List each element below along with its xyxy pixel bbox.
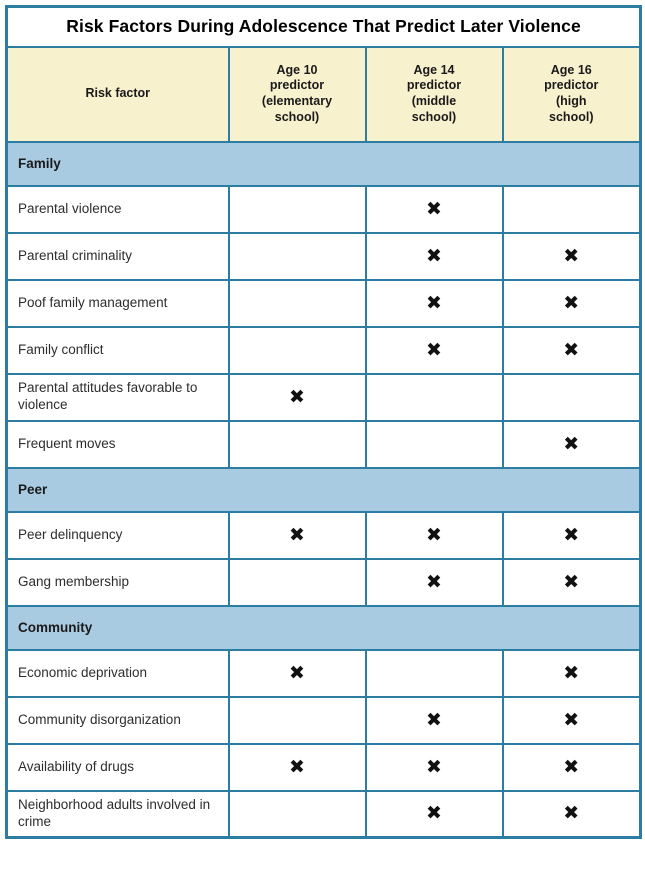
mark-cell-age10: ✖	[227, 510, 367, 560]
risk-factors-table: Risk Factors During Adolescence That Pre…	[5, 5, 643, 839]
risk-factor-label: Community disorganization	[5, 695, 230, 745]
mark-cell-age14	[364, 419, 504, 469]
risk-factor-label: Poof family management	[5, 278, 230, 328]
mark-cell-age10	[227, 231, 367, 281]
table-row: Parental violence ✖	[5, 184, 642, 234]
risk-factor-label: Frequent moves	[5, 419, 230, 469]
mark-cell-age16: ✖	[501, 557, 642, 607]
mark-cell-age10: ✖	[227, 372, 367, 422]
mark-cell-age16: ✖	[501, 510, 642, 560]
column-header-risk-factor: Risk factor	[5, 45, 230, 143]
risk-factor-label: Peer delinquency	[5, 510, 230, 560]
mark-cell-age16: ✖	[501, 419, 642, 469]
risk-factor-label: Availability of drugs	[5, 742, 230, 792]
mark-cell-age10	[227, 557, 367, 607]
section-header-family: Family	[5, 140, 642, 187]
risk-factor-label: Economic deprivation	[5, 648, 230, 698]
mark-cell-age10: ✖	[227, 742, 367, 792]
table-row: Economic deprivation ✖ ✖	[5, 648, 642, 698]
column-header-age-16: Age 16 predictor (high school)	[501, 45, 642, 143]
mark-cell-age14: ✖	[364, 742, 504, 792]
risk-factor-label: Gang membership	[5, 557, 230, 607]
mark-cell-age14: ✖	[364, 231, 504, 281]
mark-cell-age16: ✖	[501, 789, 642, 839]
section-row-community: Community	[5, 604, 642, 651]
column-header-age-10: Age 10 predictor (elementary school)	[227, 45, 367, 143]
mark-cell-age14: ✖	[364, 184, 504, 234]
mark-cell-age10	[227, 695, 367, 745]
title-row: Risk Factors During Adolescence That Pre…	[5, 5, 642, 48]
mark-cell-age16: ✖	[501, 325, 642, 375]
table-row: Parental attitudes favorable to violence…	[5, 372, 642, 422]
risk-factor-label: Parental criminality	[5, 231, 230, 281]
mark-cell-age10	[227, 419, 367, 469]
table-title: Risk Factors During Adolescence That Pre…	[5, 5, 642, 48]
mark-cell-age16: ✖	[501, 742, 642, 792]
table-row: Gang membership ✖ ✖	[5, 557, 642, 607]
table-row: Community disorganization ✖ ✖	[5, 695, 642, 745]
table-row: Neighborhood adults involved in crime ✖ …	[5, 789, 642, 839]
risk-factor-label: Parental attitudes favorable to violence	[5, 372, 230, 422]
table-row: Frequent moves ✖	[5, 419, 642, 469]
mark-cell-age10	[227, 325, 367, 375]
risk-factor-label: Neighborhood adults involved in crime	[5, 789, 230, 839]
table-row: Family conflict ✖ ✖	[5, 325, 642, 375]
mark-cell-age16: ✖	[501, 278, 642, 328]
table-row: Poof family management ✖ ✖	[5, 278, 642, 328]
mark-cell-age14: ✖	[364, 789, 504, 839]
mark-cell-age10	[227, 184, 367, 234]
mark-cell-age16: ✖	[501, 695, 642, 745]
mark-cell-age14: ✖	[364, 557, 504, 607]
mark-cell-age14	[364, 648, 504, 698]
mark-cell-age16	[501, 372, 642, 422]
risk-factor-label: Parental violence	[5, 184, 230, 234]
mark-cell-age16: ✖	[501, 648, 642, 698]
mark-cell-age14: ✖	[364, 695, 504, 745]
column-header-age-14: Age 14 predictor (middle school)	[364, 45, 504, 143]
mark-cell-age14: ✖	[364, 278, 504, 328]
mark-cell-age10	[227, 789, 367, 839]
section-row-peer: Peer	[5, 466, 642, 513]
mark-cell-age14	[364, 372, 504, 422]
mark-cell-age16: ✖	[501, 231, 642, 281]
risk-factor-label: Family conflict	[5, 325, 230, 375]
section-row-family: Family	[5, 140, 642, 187]
mark-cell-age14: ✖	[364, 325, 504, 375]
mark-cell-age16	[501, 184, 642, 234]
mark-cell-age10	[227, 278, 367, 328]
section-header-peer: Peer	[5, 466, 642, 513]
table-row: Parental criminality ✖ ✖	[5, 231, 642, 281]
table-row: Peer delinquency ✖ ✖ ✖	[5, 510, 642, 560]
table-row: Availability of drugs ✖ ✖ ✖	[5, 742, 642, 792]
section-header-community: Community	[5, 604, 642, 651]
mark-cell-age10: ✖	[227, 648, 367, 698]
header-row: Risk factor Age 10 predictor (elementary…	[5, 45, 642, 143]
mark-cell-age14: ✖	[364, 510, 504, 560]
